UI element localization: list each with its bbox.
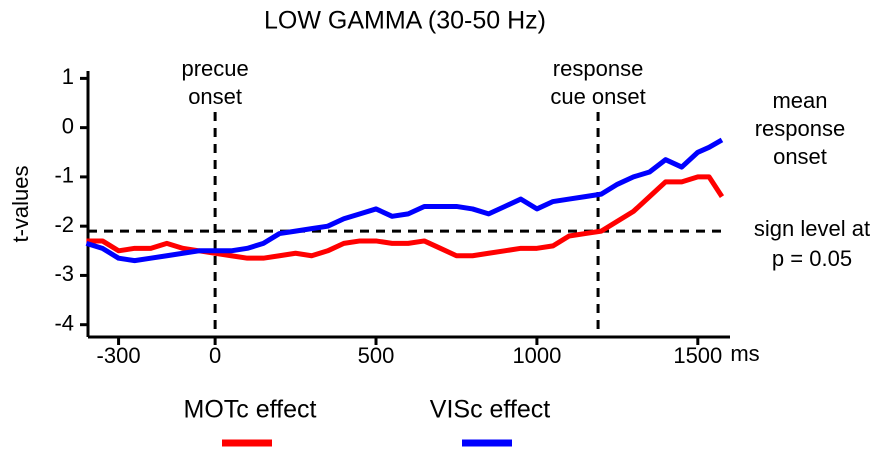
- y-tick-label: -3: [54, 261, 74, 286]
- reference-label: sign level at: [754, 216, 870, 241]
- legend-label: MOTc effect: [184, 396, 317, 424]
- annotation: mean: [772, 88, 827, 113]
- x-unit: ms: [730, 341, 759, 366]
- legend-label: VISc effect: [430, 396, 550, 424]
- series-line: [86, 174, 725, 261]
- y-tick-label: -2: [54, 212, 74, 237]
- series-line: [85, 137, 724, 264]
- x-tick-label: 1000: [512, 343, 561, 368]
- reference-label: response: [553, 56, 644, 81]
- x-tick-label: 1500: [673, 343, 722, 368]
- chart-title: LOW GAMMA (30-50 Hz): [264, 7, 546, 35]
- x-tick-label: -300: [97, 343, 141, 368]
- y-tick-label: -4: [54, 310, 74, 335]
- reference-label: cue onset: [550, 84, 645, 109]
- reference-label: onset: [188, 84, 242, 109]
- y-tick-label: 1: [62, 64, 74, 89]
- y-axis-label: t-values: [8, 165, 33, 242]
- x-tick-label: 0: [209, 343, 221, 368]
- annotation: onset: [773, 144, 827, 169]
- reference-label: precue: [181, 56, 248, 81]
- x-tick-label: 500: [358, 343, 395, 368]
- y-tick-label: 0: [62, 113, 74, 138]
- y-tick-label: -1: [54, 163, 74, 188]
- reference-label: p = 0.05: [772, 246, 852, 271]
- annotation: response: [755, 116, 846, 141]
